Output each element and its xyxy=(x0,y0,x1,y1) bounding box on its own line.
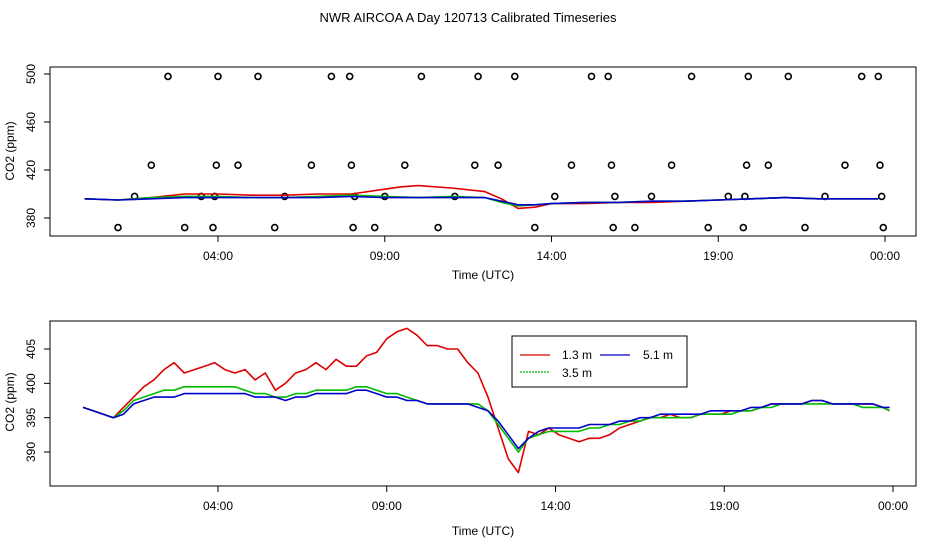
x-axis-bottom: 04:00 09:00 14:00 19:00 00:00 xyxy=(203,486,908,513)
x-axis-label-top: Time (UTC) xyxy=(452,268,514,282)
calibration-point xyxy=(434,223,442,232)
y-tick-label: 390 xyxy=(24,442,38,462)
panel-bottom: 04:00 09:00 14:00 19:00 00:00 390 395 400 405 T… xyxy=(3,320,917,538)
calibration-point xyxy=(370,223,379,232)
calibration-point xyxy=(209,223,217,232)
calibration-point xyxy=(604,72,613,81)
calibration-point xyxy=(280,192,289,201)
x-axis-top: 04:00 09:00 14:00 19:00 00:00 xyxy=(203,236,900,263)
calibration-point xyxy=(254,72,262,81)
figure-title: NWR AIRCOA A Day 120713 Calibrated Times… xyxy=(319,10,617,25)
calibration-point xyxy=(494,161,502,169)
calibration-point xyxy=(667,161,676,169)
calibration-point xyxy=(114,223,122,232)
calibration-point xyxy=(180,223,189,232)
y-tick-label: 405 xyxy=(24,339,38,359)
calibration-point xyxy=(347,161,356,169)
calibration-point xyxy=(345,72,354,81)
calibration-point xyxy=(510,72,519,81)
plot-frame-top xyxy=(49,66,917,237)
series-line-3-5-m xyxy=(82,386,890,453)
calibration-point xyxy=(877,192,886,201)
calibration-point xyxy=(164,72,172,81)
calibration-point xyxy=(474,72,482,81)
calibration-point xyxy=(841,161,849,169)
x-axis-label-bottom: Time (UTC) xyxy=(452,524,514,538)
calibration-point xyxy=(857,72,866,81)
legend: 1.3 m 5.1 m 3.5 m xyxy=(511,335,688,388)
y-axis-label-top: CO2 (ppm) xyxy=(3,121,17,180)
x-tick-label: 14:00 xyxy=(540,499,570,513)
calibration-point xyxy=(742,161,751,169)
y-tick-label: 420 xyxy=(24,160,38,180)
legend-label-3-5m: 3.5 m xyxy=(562,366,592,380)
calibration-point xyxy=(417,72,426,81)
calibration-point xyxy=(631,223,639,232)
calibration-point xyxy=(724,192,733,201)
y-tick-label: 380 xyxy=(24,208,38,228)
series-line-5-1-m xyxy=(82,389,890,450)
calibration-point xyxy=(739,223,748,232)
calibration-point xyxy=(349,223,357,232)
series-line-5-1-m xyxy=(84,195,879,206)
calibration-point xyxy=(587,72,596,81)
legend-label-5-1m: 5.1 m xyxy=(643,348,673,362)
calibration-point xyxy=(687,72,696,81)
series-line-1-3-m xyxy=(82,327,890,474)
x-tick-label: 04:00 xyxy=(203,499,233,513)
calibration-point xyxy=(764,161,773,169)
calibration-point xyxy=(876,161,884,169)
y-tick-label: 400 xyxy=(24,373,38,393)
x-tick-label: 04:00 xyxy=(203,249,233,263)
calibration-point xyxy=(611,192,619,201)
calibration-point xyxy=(234,161,242,169)
x-tick-label: 09:00 xyxy=(372,499,402,513)
calibration-point xyxy=(270,223,279,232)
x-tick-label: 19:00 xyxy=(709,499,739,513)
calibration-point xyxy=(400,161,409,169)
series-lines-bottom xyxy=(82,327,890,474)
legend-label-1-3m: 1.3 m xyxy=(562,348,592,362)
calibration-point xyxy=(879,223,888,232)
calibration-point xyxy=(147,161,156,169)
y-axis-bottom: 390 395 400 405 xyxy=(24,339,50,462)
x-tick-label: 00:00 xyxy=(870,249,900,263)
calibration-point xyxy=(307,161,316,169)
y-axis-label-bottom: CO2 (ppm) xyxy=(3,372,17,431)
y-tick-label: 460 xyxy=(24,112,38,132)
y-tick-label: 500 xyxy=(24,64,38,84)
calibration-point xyxy=(609,223,618,232)
calibration-point xyxy=(214,72,222,81)
calibration-point xyxy=(784,72,793,81)
calibration-point xyxy=(801,223,809,232)
calibration-point xyxy=(744,72,753,81)
x-tick-label: 14:00 xyxy=(536,249,566,263)
calibration-point xyxy=(530,223,539,232)
x-tick-label: 00:00 xyxy=(878,499,908,513)
plot-frame-bottom xyxy=(49,320,917,487)
calibration-point xyxy=(567,161,576,169)
calibration-points xyxy=(114,72,888,232)
series-lines-top xyxy=(84,184,879,210)
legend-box xyxy=(511,335,688,388)
y-tick-label: 395 xyxy=(24,407,38,427)
panel-top: 04:00 09:00 14:00 19:00 00:00 380 420 460 500 T… xyxy=(3,64,917,282)
calibration-point xyxy=(212,161,221,169)
y-axis-top: 380 420 460 500 xyxy=(24,64,50,228)
calibration-point xyxy=(550,192,559,201)
calibration-point xyxy=(874,72,883,81)
calibration-point xyxy=(470,161,479,169)
calibration-point xyxy=(327,72,336,81)
calibration-point xyxy=(607,161,616,169)
x-tick-label: 19:00 xyxy=(703,249,733,263)
calibration-point xyxy=(647,192,656,201)
calibration-point xyxy=(704,223,713,232)
x-tick-label: 09:00 xyxy=(370,249,400,263)
